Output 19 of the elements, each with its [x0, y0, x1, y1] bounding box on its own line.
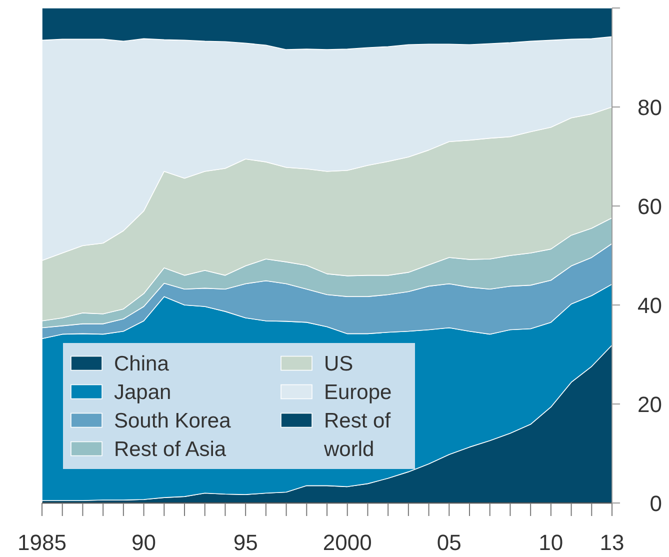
x-tick-label: 05: [436, 530, 462, 555]
x-tick-label: 2000: [322, 530, 372, 555]
legend-label: US: [324, 352, 354, 375]
x-tick-label: 1985: [18, 530, 66, 555]
legend-label: Rest of world: [323, 408, 391, 460]
y-tick-label: 0: [650, 491, 662, 516]
legend-label: South Korea: [114, 408, 232, 432]
x-tick-label: 95: [233, 530, 258, 555]
y-tick-label: 60: [638, 194, 662, 219]
y-tick-label: 20: [638, 392, 662, 417]
y-tick-label: 80: [638, 95, 662, 120]
legend-label: Rest of Asia: [114, 437, 226, 460]
legend-label: Europe: [324, 380, 392, 404]
x-tick-label: 13: [600, 530, 624, 555]
x-tick-label: 90: [132, 530, 156, 555]
legend-label: China: [114, 352, 170, 375]
x-tick-label: 10: [538, 530, 564, 555]
legend-label: Japan: [114, 380, 172, 404]
y-tick-label: 40: [638, 293, 662, 318]
